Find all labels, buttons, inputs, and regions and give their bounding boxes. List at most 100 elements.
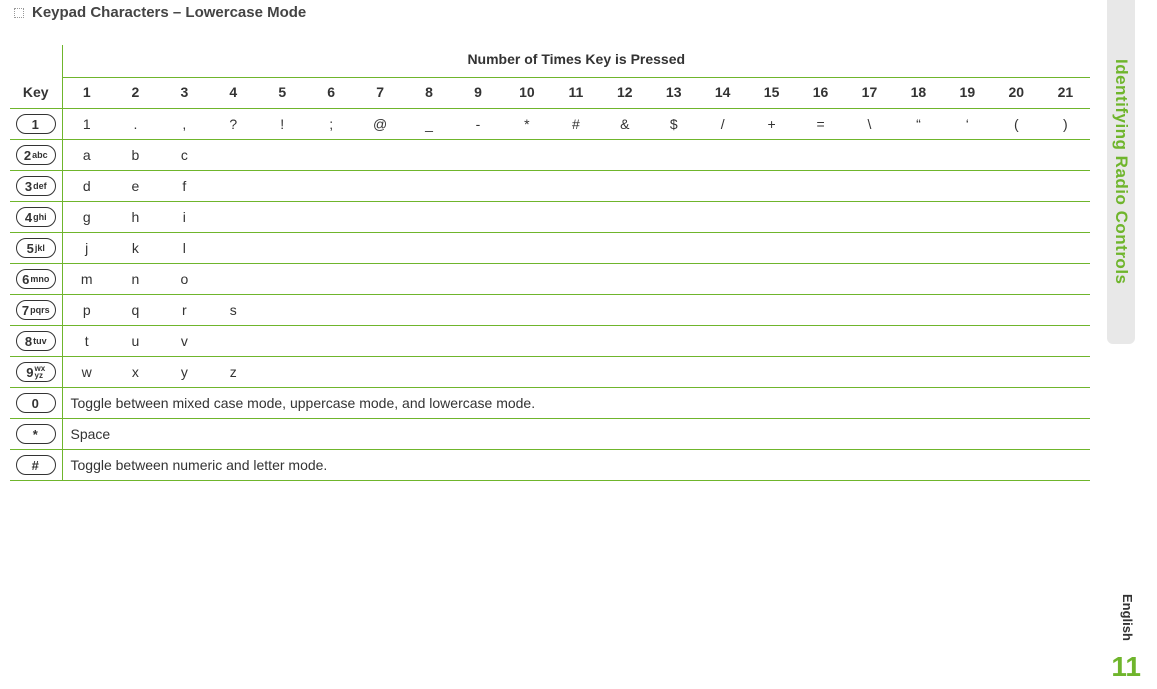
table-row: 3defdef: [10, 171, 1090, 202]
char-cell: [307, 295, 356, 326]
char-cell: [1041, 140, 1090, 171]
char-cell: [698, 171, 747, 202]
char-cell: [796, 140, 845, 171]
char-cell: [209, 326, 258, 357]
key-cell: 3def: [10, 171, 62, 202]
header-group: Number of Times Key is Pressed: [62, 45, 1090, 78]
char-cell: =: [796, 109, 845, 140]
table-row: 6mnomno: [10, 264, 1090, 295]
char-cell: [454, 140, 503, 171]
char-cell: [943, 357, 992, 388]
char-cell: [551, 233, 600, 264]
char-cell: [845, 326, 894, 357]
char-cell: s: [209, 295, 258, 326]
char-cell: [502, 202, 551, 233]
section-title-row: Keypad Characters – Lowercase Mode: [10, 4, 1090, 21]
char-cell: !: [258, 109, 307, 140]
char-cell: [698, 202, 747, 233]
column-header: 14: [698, 78, 747, 109]
char-cell: [698, 233, 747, 264]
char-cell: [796, 171, 845, 202]
char-cell: [405, 264, 454, 295]
title-marker-icon: [14, 8, 24, 18]
char-cell: .: [111, 109, 160, 140]
char-cell: [747, 140, 796, 171]
char-cell: [698, 326, 747, 357]
char-cell: [307, 233, 356, 264]
char-cell: [747, 295, 796, 326]
char-cell: [992, 295, 1041, 326]
char-cell: [943, 140, 992, 171]
side-tab-label: Identifying Radio Controls: [1111, 59, 1131, 285]
key-cell: 9wxyz: [10, 357, 62, 388]
char-cell: y: [160, 357, 209, 388]
char-cell: u: [111, 326, 160, 357]
char-cell: w: [62, 357, 111, 388]
table-row: 11.,?!;@_-*#&$/+=\“‘(): [10, 109, 1090, 140]
column-header: 13: [649, 78, 698, 109]
char-cell: [356, 264, 405, 295]
char-cell: d: [62, 171, 111, 202]
char-cell: [894, 202, 943, 233]
table-row: 9wxyzwxyz: [10, 357, 1090, 388]
key-cell: 5jkl: [10, 233, 62, 264]
char-cell: [258, 140, 307, 171]
char-cell: c: [160, 140, 209, 171]
char-cell: [209, 202, 258, 233]
char-cell: [307, 326, 356, 357]
char-cell: [1041, 326, 1090, 357]
char-cell: [992, 140, 1041, 171]
char-cell: [894, 357, 943, 388]
char-cell: [796, 357, 845, 388]
table-body: 11.,?!;@_-*#&$/+=\“‘()2abcabc3defdef4ghi…: [10, 109, 1090, 481]
char-cell: [405, 171, 454, 202]
keycap-icon: 4ghi: [16, 207, 56, 227]
char-cell: [209, 233, 258, 264]
page-content: Keypad Characters – Lowercase Mode Numbe…: [10, 4, 1090, 481]
char-cell: [649, 233, 698, 264]
char-cell: q: [111, 295, 160, 326]
keycap-icon: 9wxyz: [16, 362, 56, 382]
char-cell: “: [894, 109, 943, 140]
key-column-header: Key: [10, 78, 62, 109]
char-cell: n: [111, 264, 160, 295]
char-cell: [600, 357, 649, 388]
char-cell: m: [62, 264, 111, 295]
table-row: *Space: [10, 419, 1090, 450]
char-cell: [796, 233, 845, 264]
column-header: 19: [943, 78, 992, 109]
char-cell: [845, 295, 894, 326]
char-cell: [356, 233, 405, 264]
column-header: 8: [405, 78, 454, 109]
char-cell: l: [160, 233, 209, 264]
column-header: 17: [845, 78, 894, 109]
keycap-icon: 0: [16, 393, 56, 413]
char-cell: [698, 295, 747, 326]
column-header: 21: [1041, 78, 1090, 109]
char-cell: [796, 295, 845, 326]
char-cell: [796, 326, 845, 357]
char-cell: [356, 295, 405, 326]
column-header: 15: [747, 78, 796, 109]
key-cell: 4ghi: [10, 202, 62, 233]
char-cell: [1041, 295, 1090, 326]
char-cell: [209, 140, 258, 171]
char-cell: ?: [209, 109, 258, 140]
char-cell: [894, 326, 943, 357]
column-header: 7: [356, 78, 405, 109]
char-cell: a: [62, 140, 111, 171]
char-cell: [551, 264, 600, 295]
column-header: 2: [111, 78, 160, 109]
char-cell: /: [698, 109, 747, 140]
char-cell: [992, 326, 1041, 357]
char-cell: g: [62, 202, 111, 233]
char-cell: \: [845, 109, 894, 140]
column-header: 18: [894, 78, 943, 109]
keycap-icon: 5jkl: [16, 238, 56, 258]
keycap-icon: 2abc: [16, 145, 56, 165]
char-cell: [502, 264, 551, 295]
char-cell: f: [160, 171, 209, 202]
char-cell: [845, 140, 894, 171]
table-row: 2abcabc: [10, 140, 1090, 171]
table-row: 0Toggle between mixed case mode, upperca…: [10, 388, 1090, 419]
